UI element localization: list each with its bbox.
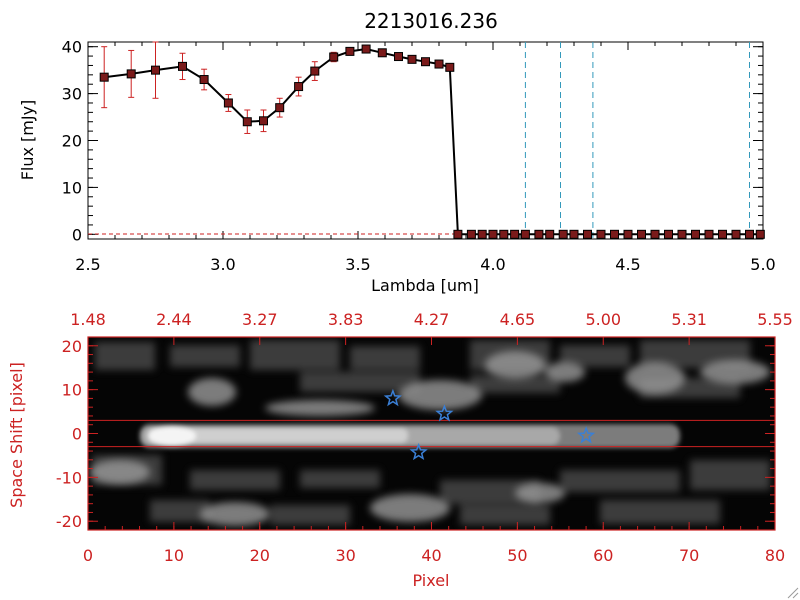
flux-data-point (445, 62, 455, 72)
flux-data-point (329, 52, 339, 62)
bottom-x-tick-label: 0 (83, 546, 93, 565)
bottom-top-axis-label: 2.44 (156, 310, 192, 329)
top-x-tick-label: 5.0 (750, 255, 775, 274)
spectrum-image-panel: 0 10 20 30 40 50 60 70 80 -20 -10 0 10 20 1.48 2.44 3.… (56, 310, 793, 565)
flux-data-point (310, 66, 320, 76)
star-marker-icon (576, 426, 596, 444)
flux-data-point (545, 229, 555, 239)
flux-data-point (691, 229, 700, 239)
bottom-y-tick-label: 20 (62, 337, 82, 356)
flux-data-point (126, 69, 136, 79)
top-x-tick-label: 3.0 (210, 255, 235, 274)
flux-data-point (178, 61, 187, 71)
star-marker-icon (435, 404, 454, 422)
flux-data-point (755, 229, 765, 239)
flux-data-point (510, 229, 520, 239)
resize-grip-icon[interactable] (787, 587, 799, 599)
top-x-tick-label: 2.5 (75, 255, 100, 274)
top-y-tick-label: 20 (62, 132, 82, 151)
bottom-x-tick-label: 50 (507, 546, 527, 565)
flux-data-point (704, 229, 714, 239)
bottom-top-axis-label: 5.31 (671, 310, 707, 329)
flux-data-point (558, 229, 568, 239)
bottom-y-tick-label: 10 (62, 381, 82, 400)
flux-data-point (534, 229, 544, 239)
top-x-axis-label: Lambda [um] (371, 276, 479, 295)
spectrum-image (88, 337, 775, 530)
top-x-tick-label: 3.5 (345, 255, 370, 274)
bottom-top-axis-label: 4.27 (414, 310, 450, 329)
bottom-y-tick-label: 0 (72, 425, 82, 444)
flux-data-point (151, 65, 160, 75)
flux-data-point (223, 98, 233, 108)
flux-data-point (99, 72, 109, 82)
bottom-top-axis-label: 5.55 (757, 310, 793, 329)
flux-data-point (731, 229, 741, 239)
flux-data-point (664, 229, 673, 239)
top-y-tick-label: 30 (62, 85, 82, 104)
flux-data-point (199, 75, 209, 85)
top-x-tick-label: 4.5 (615, 255, 640, 274)
bottom-top-axis-label: 3.83 (328, 310, 364, 329)
flux-data-point (610, 229, 619, 239)
flux-data-point (596, 229, 606, 239)
bottom-top-axis-label: 1.48 (70, 310, 106, 329)
top-y-tick-label: 0 (72, 225, 82, 244)
top-y-tick-label: 10 (62, 178, 82, 197)
flux-data-point (677, 229, 687, 239)
bottom-x-tick-label: 60 (593, 546, 613, 565)
top-flux-plot: 2.5 3.0 3.5 4.0 4.5 5.0 0 10 20 30 40 (62, 38, 776, 274)
flux-data-point (394, 52, 403, 62)
top-y-axis-label: Flux [mJy] (18, 100, 37, 181)
bottom-top-axis-label: 5.00 (585, 310, 621, 329)
flux-data-point (499, 229, 509, 239)
flux-data-point (745, 229, 754, 239)
flux-data-point (361, 44, 371, 54)
flux-data-point (345, 46, 355, 56)
flux-data-point (488, 229, 498, 239)
bottom-x-tick-label: 70 (679, 546, 699, 565)
flux-data-point (242, 117, 252, 127)
flux-data-point (421, 57, 430, 67)
star-marker-icon (409, 442, 428, 461)
bottom-x-axis-label: Pixel (412, 571, 449, 590)
flux-data-point (477, 229, 487, 239)
flux-data-point (718, 229, 727, 239)
flux-data-point (453, 229, 463, 239)
flux-data-point (520, 229, 530, 239)
flux-data-point (259, 116, 268, 126)
flux-data-point (377, 48, 387, 58)
flux-data-point (275, 103, 285, 113)
flux-data-point (650, 229, 660, 239)
bottom-top-axis-label: 3.27 (242, 310, 278, 329)
bottom-x-tick-label: 10 (164, 546, 184, 565)
flux-data-point (407, 54, 417, 64)
bottom-x-tick-label: 30 (335, 546, 355, 565)
flux-data-point (434, 59, 444, 69)
bottom-x-tick-label: 20 (250, 546, 270, 565)
star-marker-icon (383, 388, 402, 407)
flux-data-point (569, 229, 579, 239)
bottom-y-tick-label: -20 (56, 512, 82, 531)
flux-data-point (637, 229, 646, 239)
bottom-y-tick-label: -10 (56, 468, 82, 487)
top-y-tick-label: 40 (62, 38, 82, 57)
bottom-top-axis-label: 4.65 (500, 310, 536, 329)
top-x-tick-label: 4.0 (480, 255, 505, 274)
flux-data-point (294, 82, 304, 92)
flux-data-point (623, 229, 633, 239)
bottom-x-tick-label: 40 (421, 546, 441, 565)
flux-data-point (583, 229, 592, 239)
top-chart-title: 2213016.236 (364, 9, 498, 33)
bottom-x-tick-label: 80 (765, 546, 785, 565)
flux-data-point (466, 229, 476, 239)
bottom-y-axis-label: Space Shift [pixel] (7, 362, 26, 508)
